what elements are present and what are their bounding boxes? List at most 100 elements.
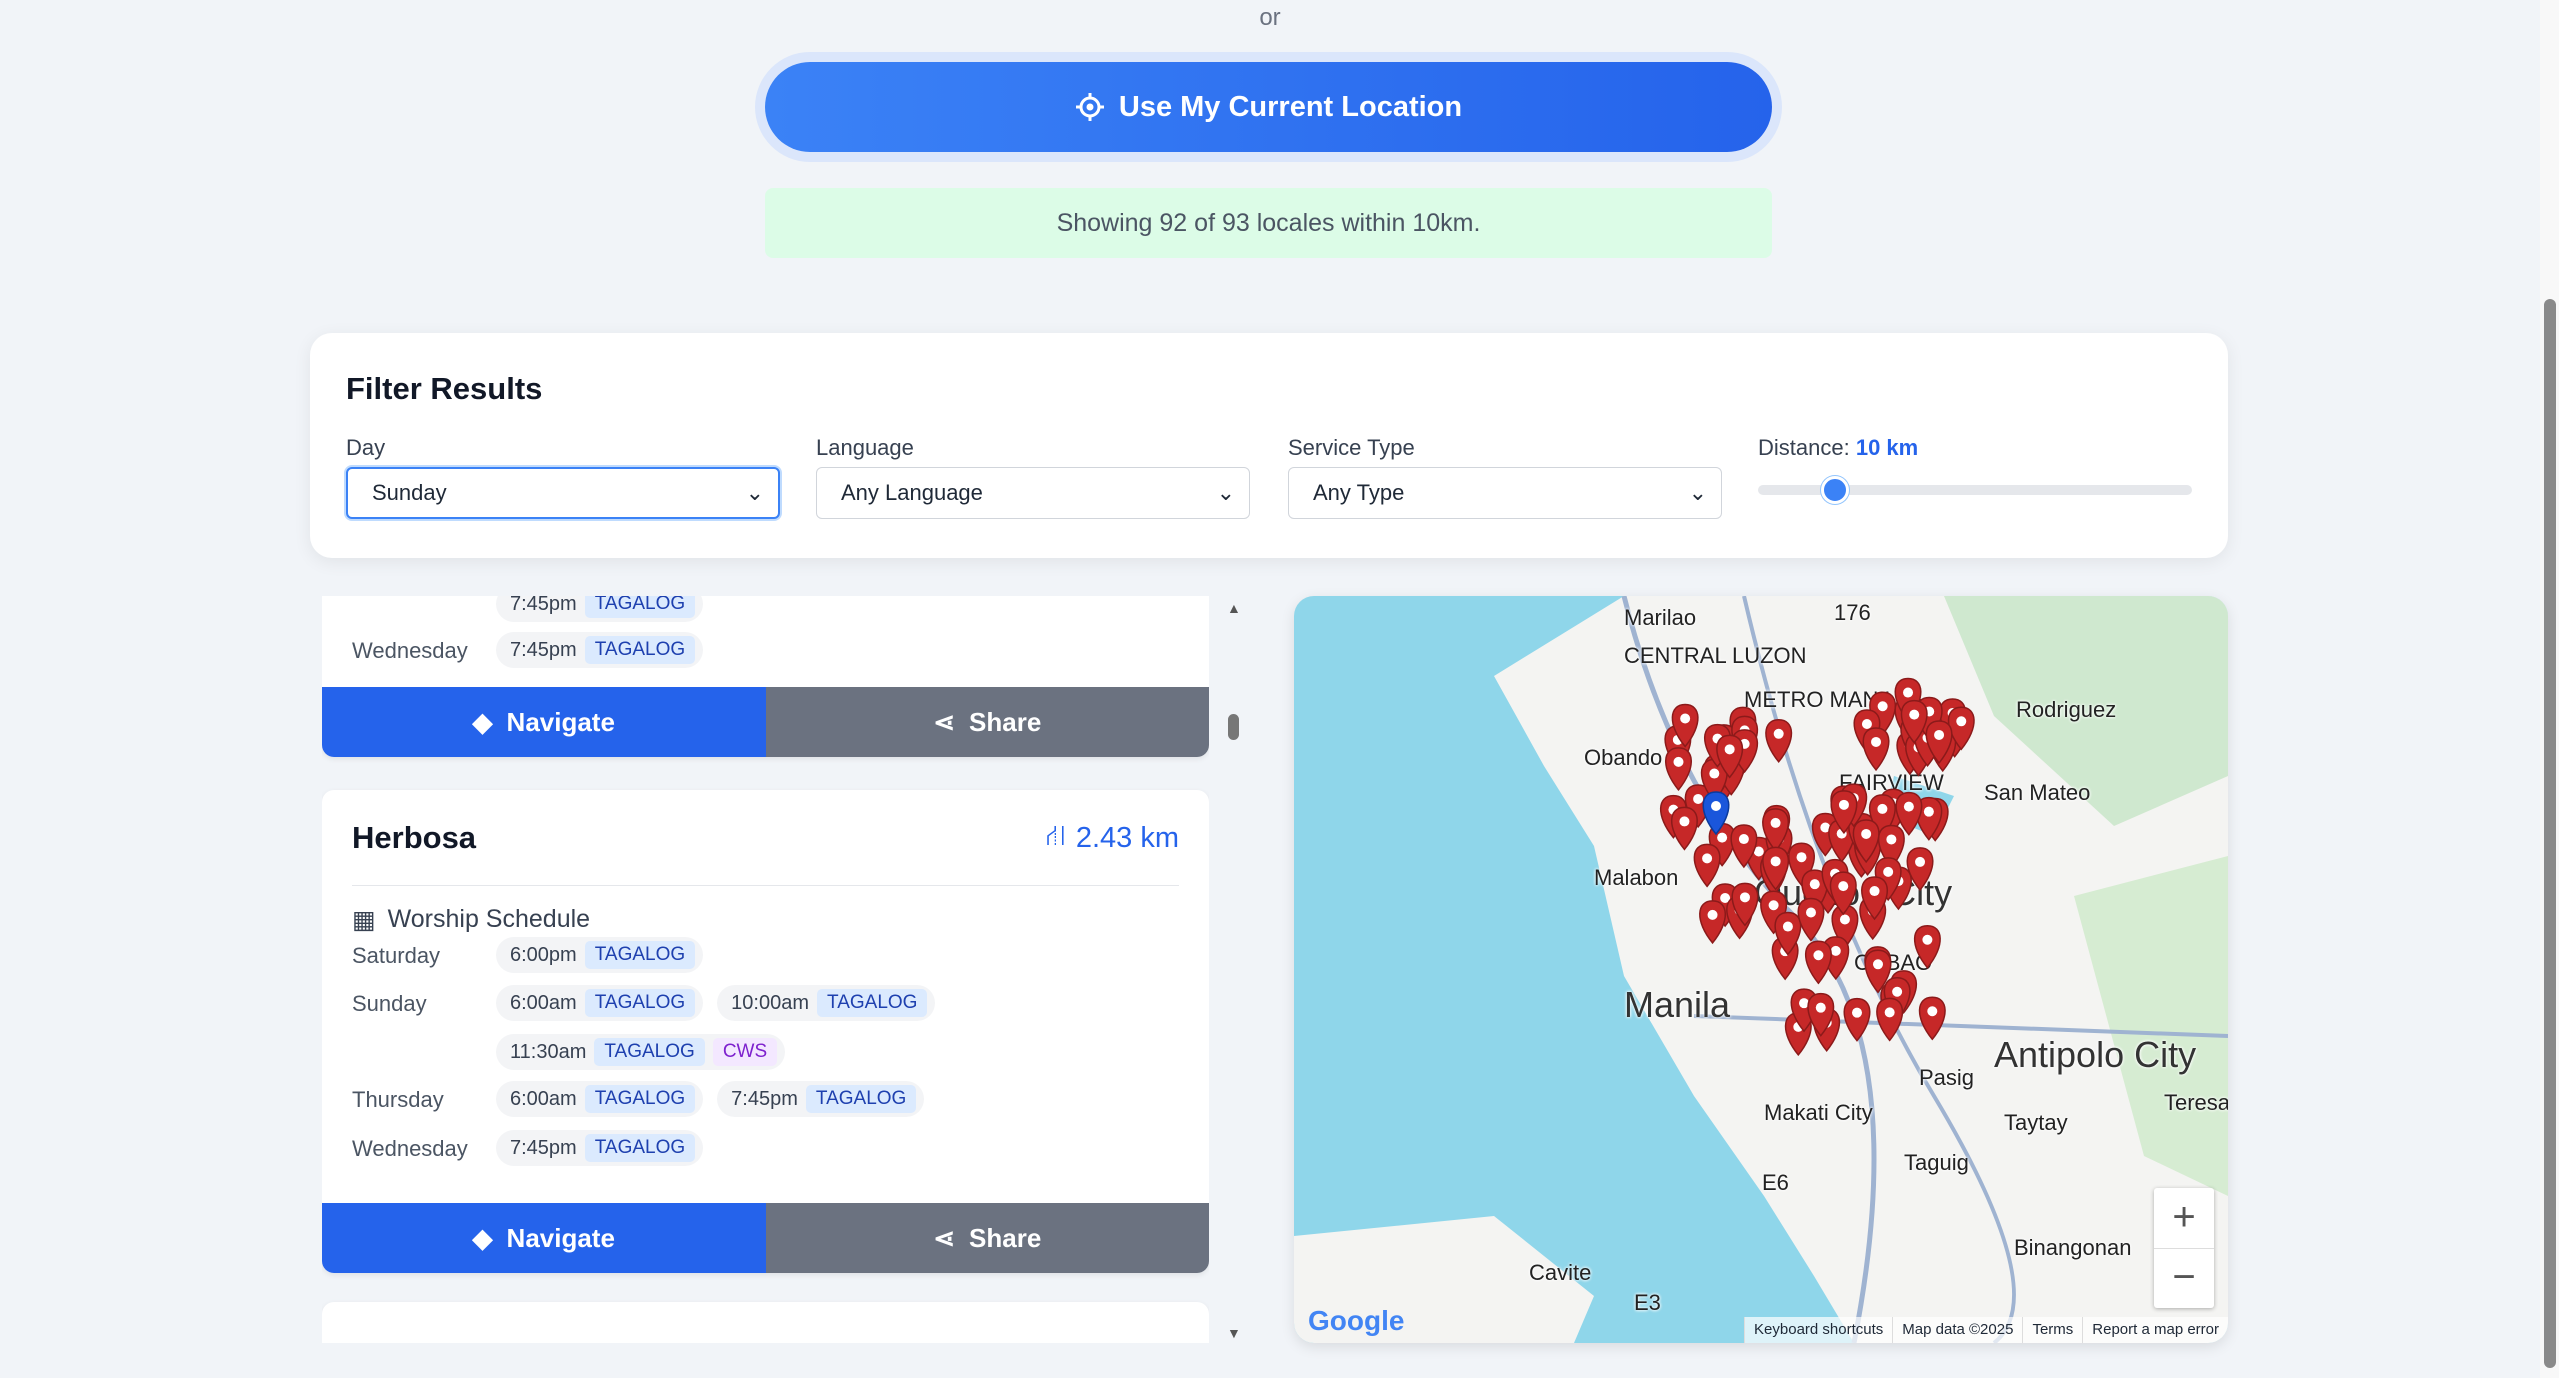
locale-marker[interactable]	[1862, 727, 1890, 772]
marker-dot	[1753, 846, 1764, 857]
locale-marker[interactable]	[1731, 882, 1759, 927]
share-label: Share	[969, 706, 1042, 737]
schedule-day	[352, 1034, 496, 1070]
schedule-day: Wednesday	[352, 1136, 468, 1161]
navigate-button[interactable]: ◆ Navigate	[322, 1203, 766, 1273]
map-label: Antipolo City	[1994, 1034, 2197, 1075]
locale-marker[interactable]	[1861, 876, 1888, 921]
service-type-select[interactable]: Any Type ⌄	[1288, 467, 1722, 519]
report-map-error-link[interactable]: Report a map error	[2082, 1317, 2228, 1343]
service-tag: CWS	[712, 1038, 778, 1066]
map-label: Rodriguez	[2016, 697, 2117, 722]
slot-time: 11:30am	[510, 1040, 587, 1063]
map-label: Manila	[1624, 984, 1731, 1025]
locale-marker[interactable]	[1900, 699, 1928, 744]
zoom-in-button[interactable]: +	[2172, 1195, 2196, 1239]
locale-marker[interactable]	[1895, 791, 1923, 836]
share-button[interactable]: ⋖ Share	[765, 687, 1209, 757]
card-actions: ◆ Navigate ⋖ Share	[322, 687, 1209, 757]
schedule-slot: 7:45pm TAGALOG	[496, 632, 704, 668]
locale-marker[interactable]	[1864, 949, 1892, 994]
keyboard-shortcuts-link[interactable]: Keyboard shortcuts	[1744, 1317, 1892, 1343]
navigate-label: Navigate	[506, 1222, 615, 1253]
map-label: Binangonan	[2014, 1235, 2132, 1260]
locale-marker[interactable]	[1765, 719, 1793, 763]
locale-marker[interactable]	[1877, 824, 1905, 869]
card-actions: ◆ Navigate ⋖ Share	[322, 1203, 1209, 1273]
distance-filter: Distance: 10 km	[1758, 435, 2192, 504]
locale-marker[interactable]	[1671, 806, 1698, 851]
language-tag: TAGALOG	[584, 941, 696, 969]
map-label: CENTRAL LUZON	[1624, 643, 1807, 668]
schedule-title: Worship Schedule	[387, 905, 591, 933]
navigate-button[interactable]: ◆ Navigate	[322, 687, 766, 757]
locale-marker[interactable]	[1693, 843, 1721, 888]
locale-marker[interactable]	[1829, 871, 1857, 916]
marker-dot	[1871, 736, 1882, 747]
locale-marker[interactable]	[1925, 720, 1953, 765]
marker-dot	[1815, 1002, 1826, 1013]
marker-dot	[1838, 881, 1849, 892]
locale-marker[interactable]	[1671, 703, 1699, 748]
locale-marker[interactable]	[1876, 997, 1904, 1042]
list-scrollbar[interactable]: ▲ ▼	[1221, 596, 1245, 1343]
schedule-slot: 7:45pm TAGALOG	[496, 596, 704, 622]
filter-title: Filter Results	[346, 371, 543, 406]
zoom-out-button[interactable]: −	[2154, 1248, 2214, 1308]
language-tag: TAGALOG	[584, 636, 696, 664]
schedule-slot: 6:00am TAGALOG	[496, 985, 704, 1021]
language-select[interactable]: Any Language ⌄	[816, 467, 1250, 519]
locale-card: 7:45pm TAGALOG Wednesday 7:45pm TAGALOG ◆ Na…	[322, 596, 1209, 757]
locale-marker[interactable]	[1913, 924, 1941, 969]
locale-marker[interactable]	[1805, 940, 1832, 985]
distance-slider-thumb[interactable]	[1821, 476, 1850, 504]
marker-dot	[1693, 793, 1704, 804]
day-select[interactable]: Sunday ⌄	[346, 467, 780, 519]
scroll-down-icon[interactable]: ▼	[1227, 1325, 1241, 1341]
marker-dot	[1724, 744, 1735, 755]
locale-marker[interactable]	[1730, 824, 1758, 869]
locale-marker[interactable]	[1852, 819, 1880, 864]
locale-marker[interactable]	[1843, 997, 1871, 1042]
distance-slider[interactable]	[1758, 476, 2192, 504]
marker-dot	[1782, 921, 1793, 932]
directions-icon: ◆	[472, 1222, 493, 1253]
scrollbar-thumb[interactable]	[1228, 714, 1239, 740]
locale-card: Herbosa ⛙ 2.43 km ▦ Worship Schedule Satur…	[322, 790, 1209, 1273]
marker-dot	[1877, 803, 1888, 814]
marker-dot	[1838, 799, 1849, 810]
share-button[interactable]: ⋖ Share	[765, 1203, 1209, 1273]
locale-marker[interactable]	[1774, 911, 1802, 956]
locale-card	[322, 1302, 1209, 1343]
map-label: Marilao	[1624, 605, 1697, 630]
locale-marker[interactable]	[1906, 847, 1934, 892]
terms-link[interactable]: Terms	[2022, 1317, 2082, 1343]
locale-marker[interactable]	[1699, 900, 1726, 945]
use-current-location-button[interactable]: Use My Current Location	[765, 62, 1772, 152]
marker-dot	[1922, 934, 1933, 945]
page-scrollbar[interactable]	[2540, 0, 2559, 1378]
locale-marker[interactable]	[1762, 808, 1789, 853]
map[interactable]: Marilao CENTRAL LUZON METRO MANILA 176 Rodri…	[1294, 596, 2228, 1343]
service-type-label: Service Type	[1288, 435, 1415, 460]
slot-time: 7:45pm	[510, 1136, 577, 1159]
locale-marker[interactable]	[1830, 790, 1858, 835]
locale-marker[interactable]	[1918, 996, 1946, 1041]
marker-dot	[1886, 834, 1897, 845]
page-scrollbar-thumb[interactable]	[2544, 299, 2556, 1368]
map-label: Cavite	[1529, 1260, 1592, 1285]
marker-dot	[1884, 1007, 1895, 1018]
slot-time: 6:00am	[510, 1087, 577, 1110]
schedule-day: Wednesday	[352, 638, 468, 663]
marker-dot	[1892, 986, 1903, 997]
marker-dot	[1720, 893, 1731, 904]
locale-marker[interactable]	[1762, 846, 1790, 891]
schedule-row: Thursday 6:00am TAGALOG 7:45pm TAGALOG	[352, 1081, 938, 1117]
locale-marker[interactable]	[1807, 992, 1835, 1037]
locale-marker[interactable]	[1716, 734, 1744, 779]
locale-marker[interactable]	[1797, 897, 1825, 942]
schedule-row: Wednesday 7:45pm TAGALOG	[352, 632, 717, 668]
locale-marker[interactable]	[1665, 747, 1692, 792]
scroll-up-icon[interactable]: ▲	[1227, 600, 1241, 616]
schedule-day: Saturday	[352, 943, 441, 968]
